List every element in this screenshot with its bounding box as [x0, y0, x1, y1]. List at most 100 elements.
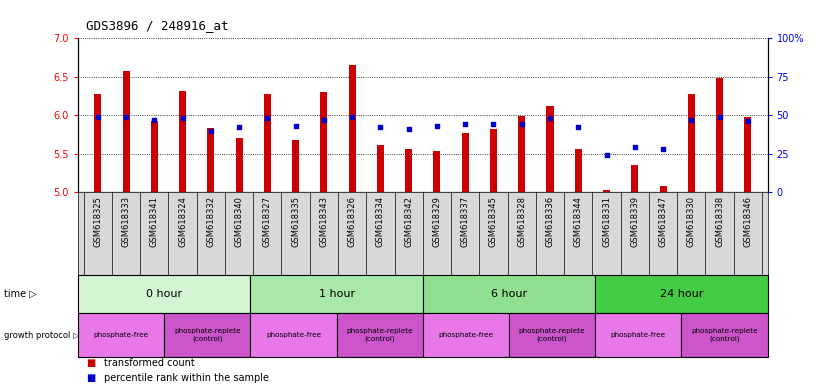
Point	[713, 114, 726, 120]
Text: phosphate-replete
(control): phosphate-replete (control)	[346, 328, 413, 342]
Bar	[208, 128, 214, 192]
Text: phosphate-free: phosphate-free	[438, 332, 493, 338]
Bar	[461, 133, 469, 192]
Bar	[320, 92, 328, 192]
Text: GSM618328: GSM618328	[517, 196, 526, 247]
Point	[741, 118, 754, 124]
Bar	[681, 313, 768, 357]
Bar	[122, 71, 130, 192]
Text: GSM618329: GSM618329	[433, 196, 442, 247]
Text: 1 hour: 1 hour	[319, 289, 355, 299]
Text: phosphate-free: phosphate-free	[266, 332, 321, 338]
Bar	[716, 78, 723, 192]
Point	[120, 114, 133, 120]
Point	[204, 127, 218, 134]
Text: GSM618330: GSM618330	[687, 196, 696, 247]
Point	[402, 126, 415, 132]
Point	[374, 124, 387, 131]
Bar	[94, 94, 101, 192]
Bar	[433, 151, 441, 192]
Point	[487, 121, 500, 127]
Point	[289, 123, 302, 129]
Text: growth protocol ▷: growth protocol ▷	[4, 331, 80, 339]
Text: 0 hour: 0 hour	[146, 289, 182, 299]
Bar	[547, 106, 553, 192]
Text: phosphate-replete
(control): phosphate-replete (control)	[691, 328, 758, 342]
Point	[346, 114, 359, 120]
Bar	[337, 313, 423, 357]
Text: GSM618341: GSM618341	[149, 196, 158, 247]
Text: phosphate-free: phosphate-free	[611, 332, 666, 338]
Bar	[164, 313, 250, 357]
Bar	[78, 313, 164, 357]
Bar	[595, 275, 768, 313]
Text: time ▷: time ▷	[4, 289, 37, 299]
Point	[459, 121, 472, 127]
Text: 24 hour: 24 hour	[660, 289, 703, 299]
Point	[430, 123, 443, 129]
Bar	[179, 91, 186, 192]
Bar	[78, 275, 250, 313]
Bar	[490, 129, 497, 192]
Bar	[423, 275, 595, 313]
Text: GSM618346: GSM618346	[743, 196, 752, 247]
Point	[148, 117, 161, 123]
Text: GSM618342: GSM618342	[404, 196, 413, 247]
Bar	[250, 275, 423, 313]
Point	[515, 121, 528, 127]
Text: GSM618339: GSM618339	[631, 196, 640, 247]
Text: GSM618338: GSM618338	[715, 196, 724, 247]
Text: phosphate-free: phosphate-free	[94, 332, 149, 338]
Point	[657, 146, 670, 152]
Bar	[688, 94, 695, 192]
Bar	[292, 140, 299, 192]
Bar	[405, 149, 412, 192]
Bar	[264, 94, 271, 192]
Text: phosphate-replete
(control): phosphate-replete (control)	[174, 328, 241, 342]
Bar	[518, 116, 525, 192]
Bar	[631, 165, 639, 192]
Text: ■: ■	[86, 358, 95, 368]
Text: GSM618333: GSM618333	[122, 196, 131, 247]
Point	[600, 152, 613, 158]
Point	[318, 117, 331, 123]
Point	[176, 115, 189, 121]
Point	[91, 114, 104, 120]
Point	[685, 117, 698, 123]
Point	[232, 124, 245, 131]
Point	[628, 144, 641, 151]
Text: GSM618347: GSM618347	[658, 196, 667, 247]
Text: GSM618327: GSM618327	[263, 196, 272, 247]
Bar	[236, 138, 243, 192]
Bar	[659, 186, 667, 192]
Bar	[745, 117, 751, 192]
Text: transformed count: transformed count	[104, 358, 195, 368]
Bar	[377, 145, 384, 192]
Bar	[349, 65, 355, 192]
Text: GSM618332: GSM618332	[206, 196, 215, 247]
Bar	[509, 313, 595, 357]
Text: percentile rank within the sample: percentile rank within the sample	[104, 373, 269, 383]
Text: GSM618335: GSM618335	[291, 196, 300, 247]
Text: GSM618343: GSM618343	[319, 196, 328, 247]
Point	[544, 115, 557, 121]
Text: GDS3896 / 248916_at: GDS3896 / 248916_at	[86, 19, 229, 32]
Text: GSM618337: GSM618337	[461, 196, 470, 247]
Bar	[603, 190, 610, 192]
Point	[261, 115, 274, 121]
Text: GSM618340: GSM618340	[235, 196, 244, 247]
Bar	[423, 313, 509, 357]
Text: GSM618331: GSM618331	[602, 196, 611, 247]
Text: GSM618344: GSM618344	[574, 196, 583, 247]
Text: GSM618336: GSM618336	[545, 196, 554, 247]
Bar	[595, 313, 681, 357]
Text: ■: ■	[86, 373, 95, 383]
Point	[571, 124, 585, 131]
Text: GSM618326: GSM618326	[347, 196, 356, 247]
Text: 6 hour: 6 hour	[491, 289, 527, 299]
Bar	[250, 313, 337, 357]
Text: phosphate-replete
(control): phosphate-replete (control)	[519, 328, 585, 342]
Bar	[575, 149, 582, 192]
Text: GSM618345: GSM618345	[489, 196, 498, 247]
Text: GSM618324: GSM618324	[178, 196, 187, 247]
